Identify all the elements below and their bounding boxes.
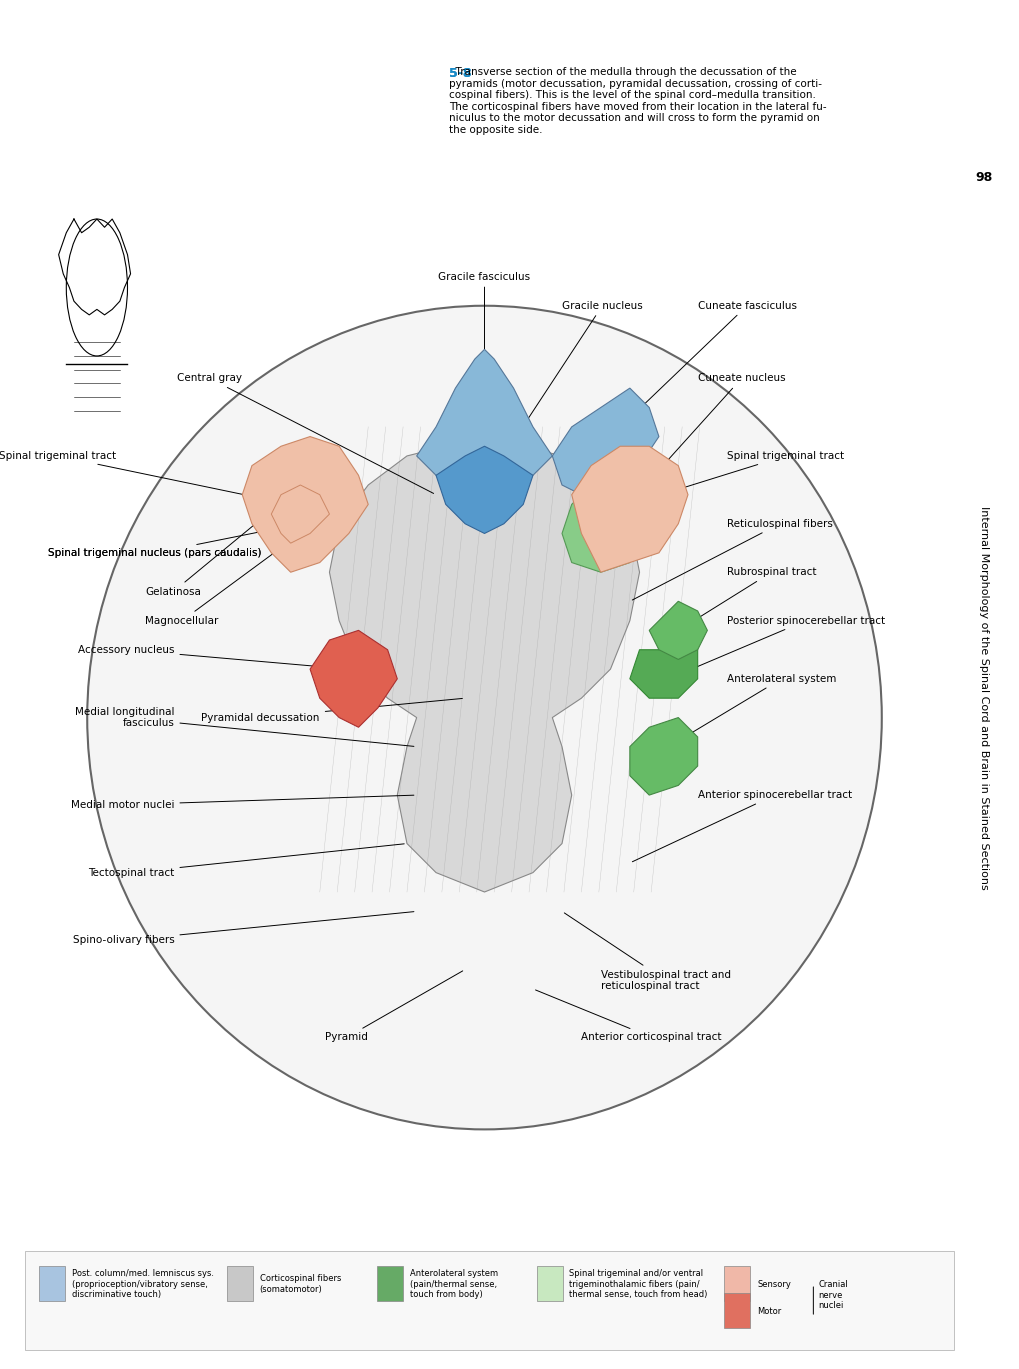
Text: Spinal trigeminal tract: Spinal trigeminal tract xyxy=(632,450,843,504)
Text: Spinal trigeminal nucleus (pars caudalis): Spinal trigeminal nucleus (pars caudalis… xyxy=(49,548,262,557)
Text: Motor: Motor xyxy=(756,1307,781,1316)
Text: Reticulospinal fibers: Reticulospinal fibers xyxy=(632,519,832,600)
Text: Spinal trigeminal tract: Spinal trigeminal tract xyxy=(0,450,287,504)
Polygon shape xyxy=(630,717,697,795)
Text: Post. column/med. lemniscus sys.
(proprioception/vibratory sense,
discriminative: Post. column/med. lemniscus sys. (propri… xyxy=(72,1269,214,1299)
Ellipse shape xyxy=(88,305,881,1129)
Text: Accessory nucleus: Accessory nucleus xyxy=(77,645,345,669)
Text: Anterolateral system
(pain/thermal sense,
touch from body): Anterolateral system (pain/thermal sense… xyxy=(410,1269,497,1299)
Text: Medial motor nuclei: Medial motor nuclei xyxy=(71,795,414,810)
Polygon shape xyxy=(417,349,552,494)
Text: Gracile nucleus: Gracile nucleus xyxy=(485,301,642,483)
Text: Medial longitudinal
fasciculus: Medial longitudinal fasciculus xyxy=(74,706,414,746)
Text: Spino-olivary fibers: Spino-olivary fibers xyxy=(72,912,414,946)
Text: Spinal trigeminal nucleus (pars caudalis): Spinal trigeminal nucleus (pars caudalis… xyxy=(49,524,298,557)
Polygon shape xyxy=(649,601,707,660)
Polygon shape xyxy=(630,630,697,698)
Polygon shape xyxy=(271,485,329,543)
Text: Gelatinosa: Gelatinosa xyxy=(146,497,288,597)
Polygon shape xyxy=(329,446,639,893)
Text: Pyramidal decussation: Pyramidal decussation xyxy=(201,698,462,723)
Text: Internal Morphology of the Spinal Cord and Brain in Stained Sections: Internal Morphology of the Spinal Cord a… xyxy=(978,507,988,890)
Polygon shape xyxy=(561,485,649,572)
Text: Anterior corticospinal tract: Anterior corticospinal tract xyxy=(535,990,721,1042)
Bar xyxy=(377,1265,403,1301)
Bar xyxy=(536,1265,562,1301)
Bar xyxy=(723,1265,750,1301)
Text: Tectospinal tract: Tectospinal tract xyxy=(88,843,404,878)
Text: Anterolateral system: Anterolateral system xyxy=(671,674,836,745)
Text: Anterior spinocerebellar tract: Anterior spinocerebellar tract xyxy=(632,790,851,861)
Polygon shape xyxy=(310,630,397,727)
Polygon shape xyxy=(572,446,687,572)
Bar xyxy=(226,1265,253,1301)
Text: Gracile fasciculus: Gracile fasciculus xyxy=(438,271,530,356)
Text: Cuneate fasciculus: Cuneate fasciculus xyxy=(611,301,796,434)
FancyBboxPatch shape xyxy=(25,1251,953,1350)
Text: Sensory: Sensory xyxy=(756,1280,790,1288)
Polygon shape xyxy=(243,437,368,572)
Text: 98: 98 xyxy=(975,171,991,183)
Text: Magnocellular: Magnocellular xyxy=(146,535,298,626)
Text: Pyramid: Pyramid xyxy=(325,971,463,1042)
Text: Corticospinal fibers
(somatomotor): Corticospinal fibers (somatomotor) xyxy=(260,1275,340,1294)
Text: Rubrospinal tract: Rubrospinal tract xyxy=(680,567,815,628)
Text: 5-8: 5-8 xyxy=(448,67,471,79)
Bar xyxy=(723,1292,750,1328)
Text: Posterior spinocerebellar tract: Posterior spinocerebellar tract xyxy=(671,616,884,678)
Text: Central gray: Central gray xyxy=(177,374,433,493)
Polygon shape xyxy=(436,446,533,534)
Bar xyxy=(39,1265,65,1301)
Text: Vestibulospinal tract and
reticulospinal tract: Vestibulospinal tract and reticulospinal… xyxy=(564,913,730,991)
Polygon shape xyxy=(552,387,658,494)
Text: Transverse section of the medulla through the decussation of the
pyramids (motor: Transverse section of the medulla throug… xyxy=(448,67,825,136)
Text: Cranial
nerve
nuclei: Cranial nerve nuclei xyxy=(817,1280,847,1310)
Text: Cuneate nucleus: Cuneate nucleus xyxy=(611,374,785,522)
Text: Spinal trigeminal and/or ventral
trigeminothalamic fibers (pain/
thermal sense, : Spinal trigeminal and/or ventral trigemi… xyxy=(569,1269,707,1299)
Text: 5-8: 5-8 xyxy=(448,67,471,79)
